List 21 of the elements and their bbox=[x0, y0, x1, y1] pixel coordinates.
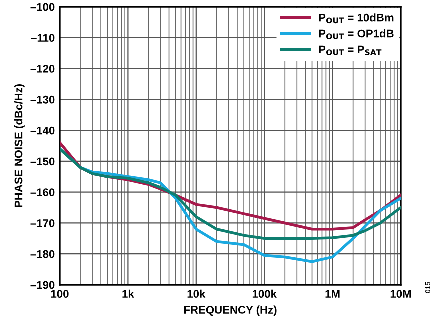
x-tick-label: 100 bbox=[51, 290, 69, 298]
x-tick-label: 100k bbox=[252, 290, 277, 298]
legend-label: P$_{OUT}$ = P$_{SAT}$ bbox=[319, 46, 382, 56]
y-tick-label: –120 bbox=[30, 65, 55, 73]
y-tick-label: –190 bbox=[30, 281, 55, 290]
x-tick-label: 1M bbox=[326, 290, 340, 298]
x-tick-label: 10k bbox=[188, 290, 206, 298]
y-tick-label: –180 bbox=[30, 250, 55, 258]
y-axis-title: PHASE NOISE (dBc/Hz) bbox=[14, 84, 25, 208]
y-tick-label: –170 bbox=[30, 219, 55, 228]
x-tick-label: 1k bbox=[122, 290, 134, 298]
y-tick-label: –130 bbox=[30, 96, 55, 104]
y-tick-label: –160 bbox=[30, 188, 55, 196]
x-tick-label: 10M bbox=[390, 290, 412, 298]
legend-label: P$_{OUT}$ = 10dBm bbox=[319, 14, 394, 24]
y-tick-label: –110 bbox=[31, 34, 55, 42]
legend-label: P$_{OUT}$ = OP1dB bbox=[319, 30, 394, 40]
y-tick-label: –150 bbox=[30, 158, 55, 166]
y-tick-label: –140 bbox=[30, 126, 55, 135]
y-tick-label: –100 bbox=[30, 3, 55, 12]
x-axis-title: FREQUENCY (Hz) bbox=[184, 306, 277, 316]
